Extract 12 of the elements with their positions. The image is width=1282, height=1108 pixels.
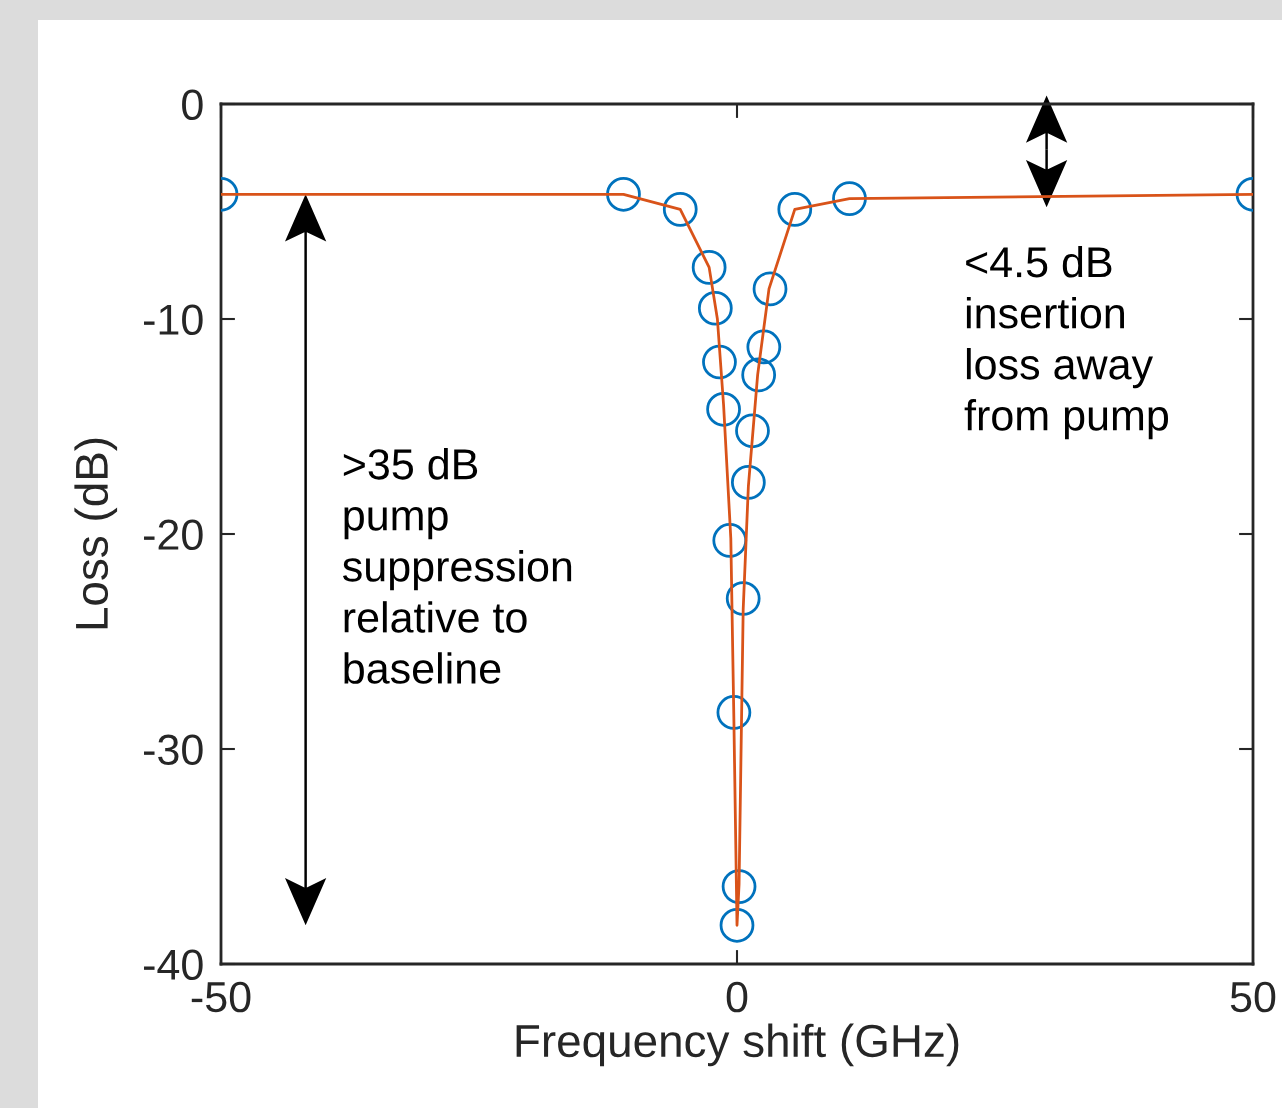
x-tick-label: 0 [726,981,748,1013]
y-tick-label: 0 [182,89,203,121]
y-tick-label: -40 [144,949,203,981]
y-axis-title: Loss (dB) [74,438,118,629]
y-tick-label: -10 [144,304,203,336]
annotation: >35 dB pump suppression relative to baseline [342,448,572,684]
x-axis-title: Frequency shift (GHz) [516,1023,959,1067]
y-tick-label: -30 [144,734,203,766]
annotation: <4.5 dB insertion loss away from pump [964,245,1169,440]
y-tick-label: -20 [144,519,203,551]
x-tick-label: -50 [191,981,251,1013]
x-tick-label: 50 [1230,981,1276,1013]
